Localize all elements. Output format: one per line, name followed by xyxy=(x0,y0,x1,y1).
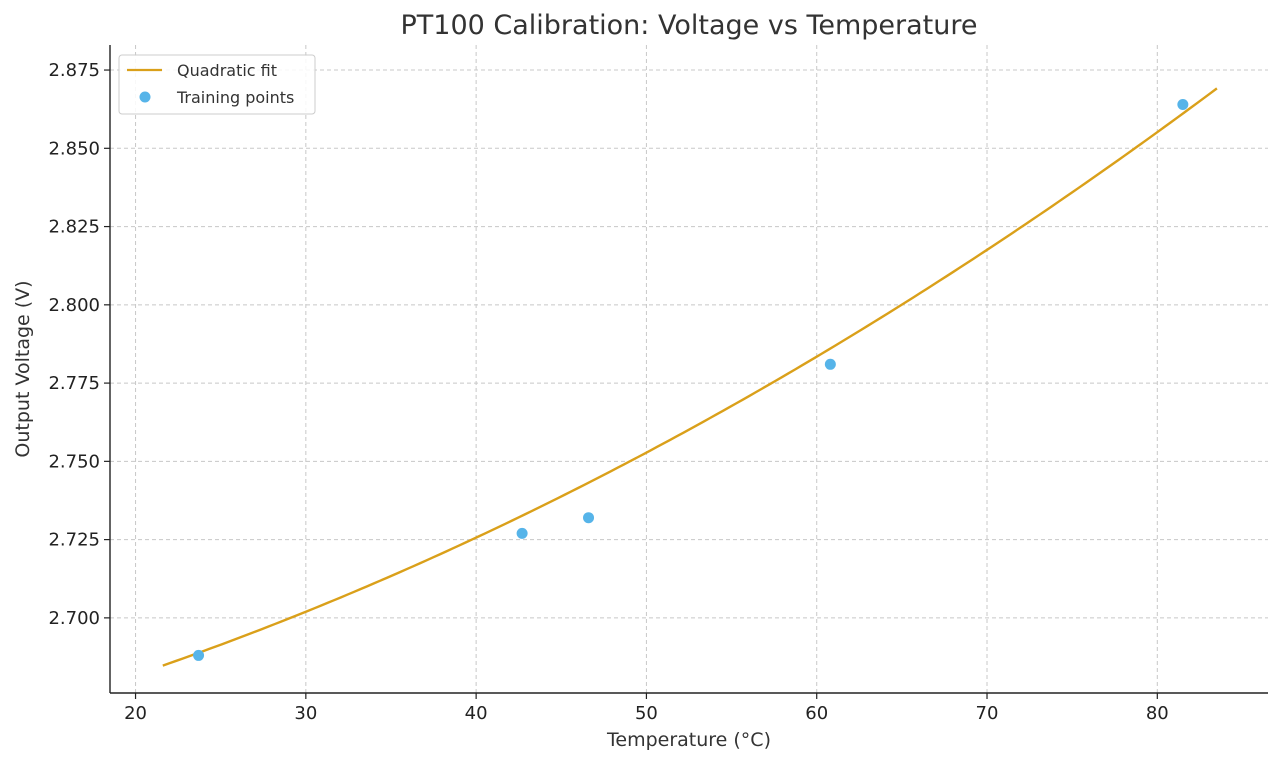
legend-points-label: Training points xyxy=(176,88,294,107)
training-point xyxy=(824,358,836,370)
x-tick-label: 30 xyxy=(294,703,317,724)
x-tick-label: 20 xyxy=(124,703,147,724)
y-axis-label: Output Voltage (V) xyxy=(12,280,34,457)
y-tick-label: 2.775 xyxy=(48,373,100,394)
x-axis-label: Temperature (°C) xyxy=(606,729,771,751)
y-tick-label: 2.700 xyxy=(48,608,100,629)
legend-points-swatch xyxy=(139,91,151,103)
y-tick-label: 2.875 xyxy=(48,60,100,81)
chart-title: PT100 Calibration: Voltage vs Temperatur… xyxy=(401,10,978,41)
grid-lines xyxy=(110,45,1268,693)
x-tick-label: 60 xyxy=(805,703,828,724)
legend-box xyxy=(118,54,316,115)
training-point xyxy=(193,649,205,661)
legend: Quadratic fit Training points xyxy=(118,54,316,115)
training-points-layer xyxy=(193,98,1189,661)
x-tick-label: 70 xyxy=(976,703,999,724)
quadratic-fit-line xyxy=(162,87,1218,667)
x-tick-label: 40 xyxy=(465,703,488,724)
y-tick-label: 2.725 xyxy=(48,530,100,551)
y-axis-ticks: 2.700 2.725 2.750 2.775 2.800 2.825 2.850 2.875 xyxy=(48,60,110,629)
x-axis-ticks: 20 30 40 50 60 70 80 xyxy=(124,693,1169,724)
training-point xyxy=(516,527,528,539)
x-tick-label: 50 xyxy=(635,703,658,724)
y-tick-label: 2.850 xyxy=(48,138,100,159)
y-tick-label: 2.800 xyxy=(48,295,100,316)
y-tick-label: 2.750 xyxy=(48,451,100,472)
fit-curve-layer xyxy=(162,87,1218,667)
y-tick-label: 2.825 xyxy=(48,217,100,238)
training-point xyxy=(1177,98,1189,110)
legend-fit-label: Quadratic fit xyxy=(177,61,277,80)
x-tick-label: 80 xyxy=(1146,703,1169,724)
training-point xyxy=(583,512,595,524)
